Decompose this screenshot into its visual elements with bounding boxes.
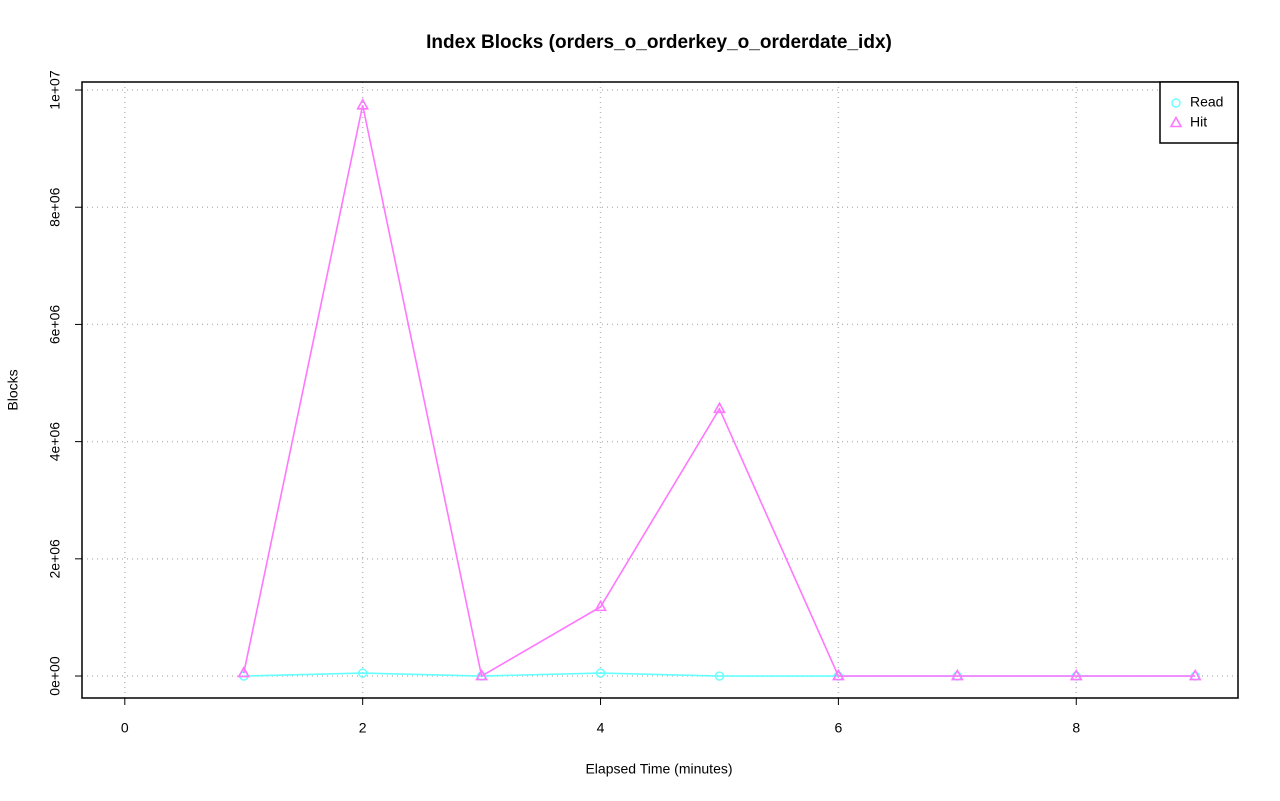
- point: [594, 599, 607, 612]
- point: [356, 98, 370, 110]
- y-tick-label: 2e+06: [47, 539, 63, 579]
- x-tick-label: 0: [121, 720, 129, 736]
- x-tick-label: 6: [834, 720, 842, 736]
- legend-label: Hit: [1190, 114, 1207, 130]
- plot-frame: [81, 81, 1239, 699]
- legend-label: Read: [1190, 94, 1223, 110]
- point: [714, 671, 725, 681]
- x-tick-label: 4: [597, 720, 605, 736]
- point: [1069, 668, 1083, 681]
- point: [595, 668, 606, 678]
- point: [832, 668, 845, 681]
- y-tick-label: 8e+06: [47, 187, 63, 227]
- x-tick-label: 2: [359, 720, 367, 736]
- y-axis-label: Blocks: [5, 369, 21, 410]
- x-axis-label: Elapsed Time (minutes): [585, 761, 732, 777]
- series-line: [242, 105, 1196, 678]
- point: [713, 401, 726, 414]
- point: [950, 668, 964, 681]
- x-tick-label: 8: [1072, 720, 1080, 736]
- y-tick-label: 1e+07: [47, 70, 63, 110]
- legend-box: [1159, 81, 1239, 144]
- y-tick-label: 6e+06: [47, 305, 63, 345]
- point: [475, 668, 488, 681]
- y-tick-label: 0e+00: [47, 656, 63, 696]
- legend-marker: [1171, 98, 1181, 108]
- point: [237, 665, 251, 678]
- chart-title: Index Blocks (orders_o_orderkey_o_orderd…: [426, 32, 892, 53]
- y-tick-label: 4e+06: [47, 422, 63, 462]
- legend-marker: [1169, 115, 1183, 128]
- point: [1188, 668, 1202, 681]
- point: [357, 668, 368, 678]
